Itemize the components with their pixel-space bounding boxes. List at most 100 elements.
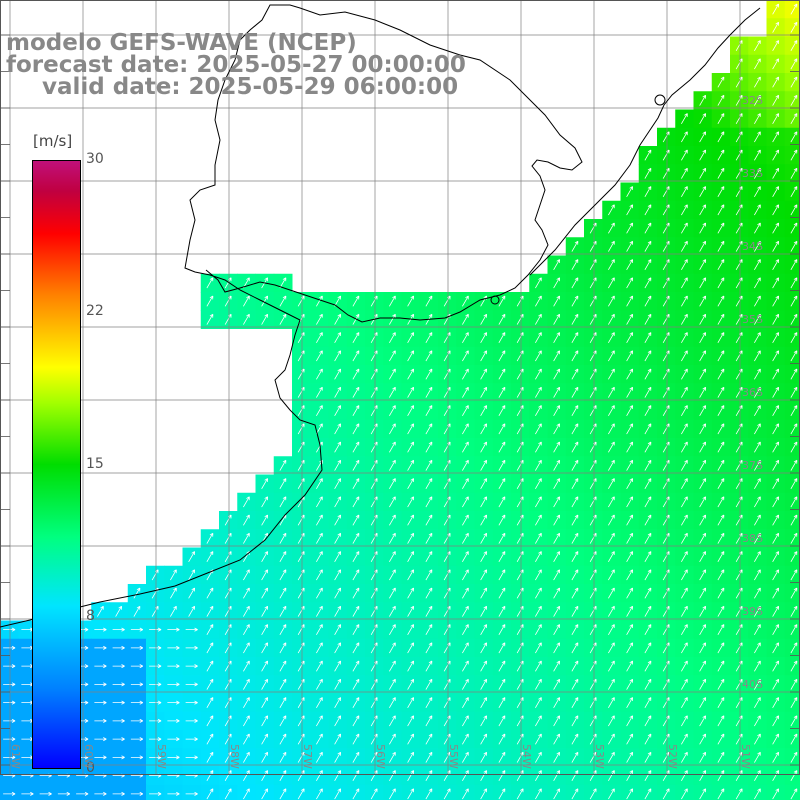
wind-cell xyxy=(784,474,800,494)
wind-arrow xyxy=(261,313,269,325)
wind-cell xyxy=(784,565,800,585)
wind-arrow xyxy=(389,350,396,362)
wind-arrow xyxy=(480,514,488,526)
wind-arrow xyxy=(772,715,780,727)
wind-arrow xyxy=(279,660,287,672)
wind-cell xyxy=(54,784,74,800)
wind-arrow xyxy=(790,204,798,216)
wind-arrow xyxy=(681,605,688,617)
wind-arrow xyxy=(681,733,688,745)
lon-label: 55W xyxy=(447,744,460,769)
wind-arrow xyxy=(790,58,798,70)
wind-arrow xyxy=(352,660,360,672)
wind-arrow xyxy=(699,94,707,106)
wind-arrow xyxy=(334,770,342,782)
wind-arrow xyxy=(535,788,542,800)
wind-arrow xyxy=(626,350,634,362)
wind-arrow xyxy=(571,642,579,654)
wind-arrow xyxy=(498,332,506,344)
wind-arrow xyxy=(425,569,433,581)
wind-arrow xyxy=(754,313,761,325)
wind-arrow xyxy=(112,627,125,632)
wind-arrow xyxy=(681,770,688,782)
wind-arrow xyxy=(425,368,433,380)
wind-cell xyxy=(784,657,800,676)
wind-arrow xyxy=(279,697,287,709)
wind-arrow xyxy=(3,737,16,742)
wind-arrow xyxy=(3,664,16,669)
wind-arrow xyxy=(316,368,323,380)
wind-arrow xyxy=(407,405,415,417)
wind-arrow xyxy=(462,405,469,417)
wind-arrow xyxy=(352,751,360,763)
wind-arrow xyxy=(699,149,707,161)
lon-label: 56W xyxy=(374,744,387,769)
wind-arrow xyxy=(772,113,780,125)
wind-arrow xyxy=(571,496,579,508)
wind-arrow xyxy=(772,514,780,526)
wind-arrow xyxy=(571,386,579,398)
wind-arrow xyxy=(790,770,798,782)
wind-arrow xyxy=(571,678,579,690)
wind-arrow xyxy=(352,715,360,727)
wind-arrow xyxy=(480,459,488,471)
wind-arrow xyxy=(699,788,707,800)
wind-arrow xyxy=(389,770,396,782)
wind-arrow xyxy=(480,788,488,800)
wind-arrow xyxy=(571,423,579,435)
wind-arrow xyxy=(772,478,780,490)
wind-arrow xyxy=(772,149,780,161)
wind-arrow xyxy=(571,715,579,727)
wind-arrow xyxy=(681,532,688,544)
wind-arrow xyxy=(389,642,396,654)
wind-arrow xyxy=(425,751,433,763)
wind-arrow xyxy=(717,660,725,672)
lon-label: 59W xyxy=(155,744,168,769)
wind-arrow xyxy=(462,770,469,782)
wind-arrow xyxy=(571,569,579,581)
wind-arrow xyxy=(149,718,162,723)
wind-cell xyxy=(784,766,800,786)
wind-arrow xyxy=(243,295,250,307)
wind-arrow xyxy=(571,605,579,617)
wind-arrow xyxy=(681,295,688,307)
wind-cell xyxy=(784,365,800,384)
wind-arrow xyxy=(644,332,652,344)
wind-arrow xyxy=(480,332,488,344)
wind-arrow xyxy=(589,788,597,800)
wind-arrow xyxy=(334,551,342,563)
wind-arrow xyxy=(94,700,107,705)
wind-arrow xyxy=(498,569,506,581)
wind-arrow xyxy=(462,587,469,599)
wind-arrow xyxy=(644,697,652,709)
wind-arrow xyxy=(334,733,342,745)
wind-arrow xyxy=(699,350,707,362)
wind-arrow xyxy=(717,587,725,599)
wind-arrow xyxy=(462,532,469,544)
wind-arrow xyxy=(167,718,180,723)
wind-arrow xyxy=(626,496,634,508)
wind-cell xyxy=(784,711,800,731)
wind-arrow xyxy=(170,605,177,617)
wind-arrow xyxy=(185,791,198,796)
wind-arrow xyxy=(772,569,780,581)
wind-arrow xyxy=(535,642,542,654)
wind-arrow xyxy=(772,94,780,106)
wind-arrow xyxy=(571,459,579,471)
wind-arrow xyxy=(717,113,725,125)
wind-arrow xyxy=(754,514,761,526)
wind-arrow xyxy=(425,350,433,362)
wind-arrow xyxy=(681,715,688,727)
wind-arrow xyxy=(352,496,360,508)
lon-label: 54W xyxy=(520,744,533,769)
colorbar-tick-0: 0 xyxy=(86,760,95,776)
wind-arrow xyxy=(480,697,488,709)
wind-arrow xyxy=(3,791,16,796)
wind-arrow xyxy=(407,532,415,544)
wind-arrow xyxy=(535,532,542,544)
wind-arrow xyxy=(498,350,506,362)
lat-label: 40S xyxy=(742,678,763,691)
wind-arrow xyxy=(498,697,506,709)
wind-arrow xyxy=(626,514,634,526)
wind-arrow xyxy=(626,259,634,271)
